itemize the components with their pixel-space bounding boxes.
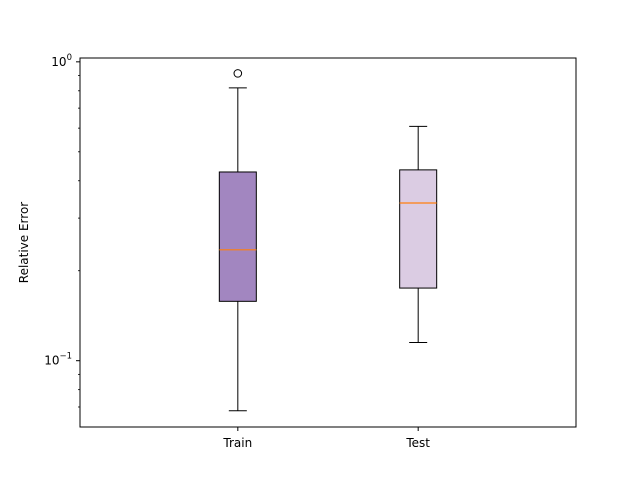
outlier-point xyxy=(233,69,243,78)
box-test xyxy=(399,125,438,344)
chart-marks xyxy=(218,69,438,412)
box-body xyxy=(218,171,257,302)
x-ticks: Train Test xyxy=(222,427,430,450)
plot-frame xyxy=(79,57,577,428)
y-tick-label: 10−1 xyxy=(44,352,72,368)
y-axis-label: Relative Error xyxy=(17,202,31,284)
box-body xyxy=(399,169,438,289)
box-train xyxy=(218,69,257,412)
y-tick-label: 100 xyxy=(51,53,72,69)
plot-area xyxy=(80,58,576,427)
x-tick-label: Test xyxy=(405,436,430,450)
x-tick-label: Train xyxy=(222,436,252,450)
y-ticks: 10−1 100 xyxy=(44,53,80,408)
